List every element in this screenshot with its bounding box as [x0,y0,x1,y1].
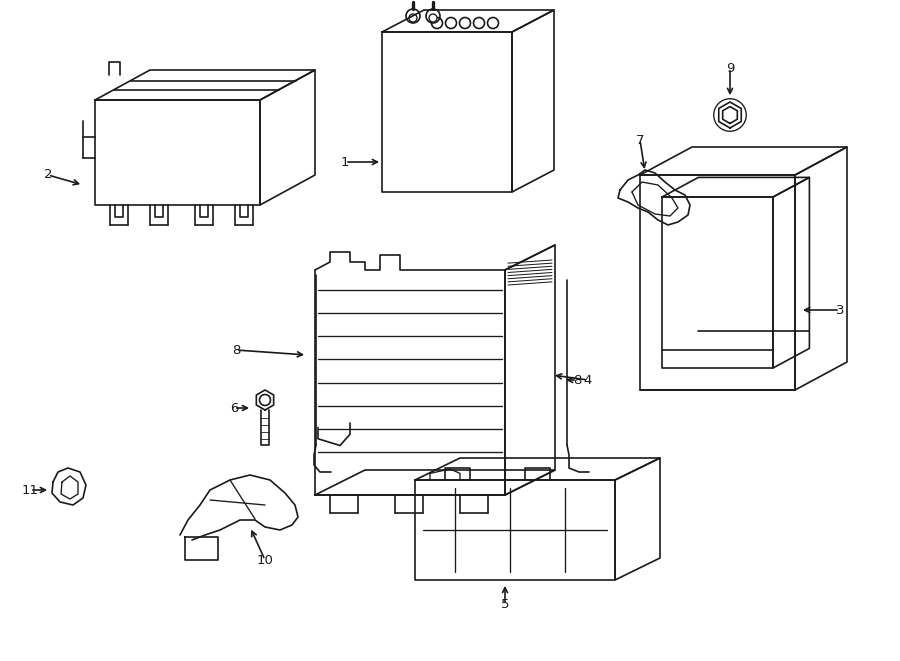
Circle shape [426,9,440,23]
Text: 6: 6 [230,401,238,414]
Text: 4: 4 [584,373,592,387]
Text: 8: 8 [572,373,581,387]
Text: 7: 7 [635,134,644,147]
Text: 8: 8 [232,344,240,356]
Text: 5: 5 [500,598,509,611]
Text: 10: 10 [256,553,274,566]
Circle shape [409,14,417,22]
Text: 9: 9 [725,61,734,75]
Text: 2: 2 [44,169,52,182]
Circle shape [429,14,437,22]
Text: 3: 3 [836,303,844,317]
Circle shape [406,9,420,23]
Text: 11: 11 [22,483,39,496]
Text: 1: 1 [341,155,349,169]
